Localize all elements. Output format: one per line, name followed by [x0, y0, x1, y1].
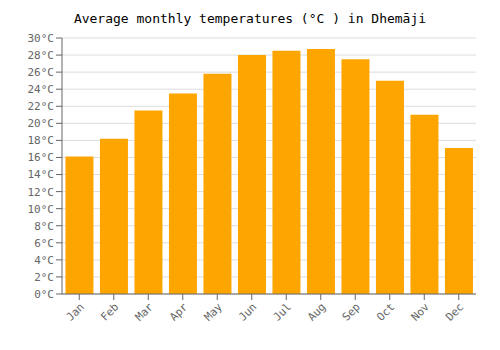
svg-text:Mar: Mar: [133, 300, 157, 324]
svg-text:24°C: 24°C: [28, 83, 55, 96]
svg-text:16°C: 16°C: [28, 151, 55, 164]
svg-text:8°C: 8°C: [34, 220, 54, 233]
svg-text:26°C: 26°C: [28, 66, 55, 79]
svg-text:2°C: 2°C: [34, 271, 54, 284]
html-text:Average monthly temperatures (: Average monthly temperatures (°C ) in Dh…: [73, 11, 427, 26]
svg-text:Feb: Feb: [98, 300, 121, 323]
svg-text:Apr: Apr: [167, 300, 191, 324]
svg-text:Dec: Dec: [443, 300, 466, 323]
svg-text:Oct: Oct: [374, 300, 397, 323]
svg-text:4°C: 4°C: [34, 254, 54, 267]
svg-text:Jun: Jun: [236, 300, 259, 323]
svg-text:10°C: 10°C: [28, 203, 55, 216]
svg-text:May: May: [202, 300, 226, 324]
svg-text:28°C: 28°C: [28, 49, 55, 62]
svg-text:Nov: Nov: [409, 300, 433, 324]
svg-text:0°C: 0°C: [34, 288, 54, 301]
svg-text:20°C: 20°C: [28, 117, 55, 130]
svg-text:6°C: 6°C: [34, 237, 54, 250]
svg-text:30°C: 30°C: [28, 32, 55, 45]
svg-text:22°C: 22°C: [28, 100, 55, 113]
svg-text:Sep: Sep: [340, 300, 363, 323]
svg-text:14°C: 14°C: [28, 168, 55, 181]
svg-text:Aug: Aug: [305, 300, 328, 323]
svg-text:12°C: 12°C: [28, 186, 55, 199]
svg-text:Jan: Jan: [64, 300, 87, 323]
svg-text:Jul: Jul: [271, 300, 294, 323]
svg-text:18°C: 18°C: [28, 134, 55, 147]
